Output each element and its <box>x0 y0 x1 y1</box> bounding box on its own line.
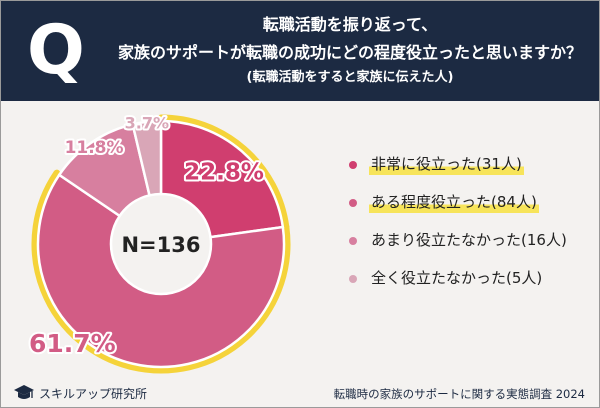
legend-marker <box>349 275 357 283</box>
legend-label: ある程度役立った(84人) <box>369 191 539 213</box>
legend-marker <box>349 161 357 169</box>
question-header: Q 転職活動を振り返って、 家族のサポートが転職の成功にどの程度役立ったと思いま… <box>1 1 599 101</box>
slice-value-label: 11.8% <box>65 138 124 158</box>
brand-name: スキルアップ研究所 <box>39 387 148 401</box>
legend-marker <box>349 199 357 207</box>
donut-slice <box>159 119 285 239</box>
title-line-2: 家族のサポートが転職の成功にどの程度役立ったと思いますか？ <box>117 43 582 62</box>
donut-slice <box>36 173 286 369</box>
donut-slice <box>131 119 163 197</box>
legend-label: 非常に役立った(31人) <box>369 153 524 175</box>
question-title: 転職活動を振り返って、 家族のサポートが転職の成功にどの程度役立ったと思いますか… <box>105 11 595 89</box>
accent-outline <box>157 114 290 231</box>
legend-label: あまり役立たなかった(16人) <box>371 231 567 249</box>
title-line-1: 転職活動を振り返って、 <box>262 15 438 34</box>
slice-value-label: 22.8% <box>184 160 264 186</box>
title-line-3: (転職活動をすると家族に伝えた人) <box>246 70 454 85</box>
legend-marker <box>349 237 357 245</box>
center-label: N=136 <box>121 233 200 257</box>
slice-value-label: 61.7% <box>29 329 116 358</box>
q-mark: Q <box>27 11 85 90</box>
slice-value-label: 3.7% <box>125 113 169 132</box>
legend-label: 全く役立たなかった(5人) <box>371 269 543 287</box>
accent-outline <box>31 169 291 374</box>
graduation-cap-icon <box>14 385 34 399</box>
survey-caption: 転職時の家族のサポートに関する実態調査 2024 <box>333 387 585 401</box>
